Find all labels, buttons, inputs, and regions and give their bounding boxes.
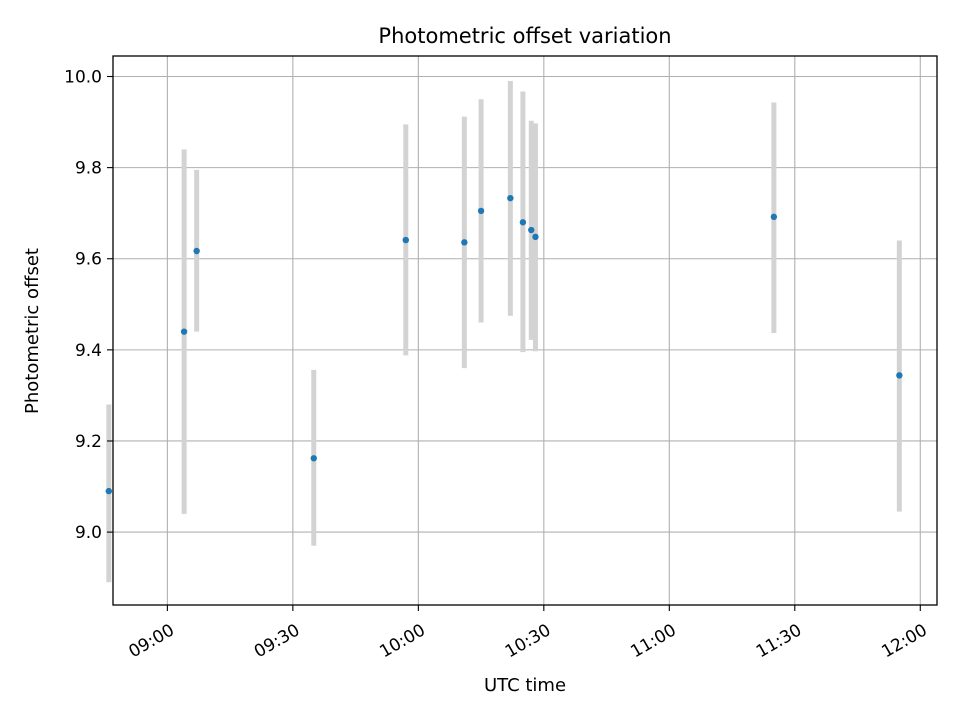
y-axis-label: Photometric offset: [22, 248, 43, 414]
data-point: [519, 219, 527, 226]
data-point: [507, 194, 514, 202]
y-tick-label: 10.0: [64, 68, 102, 88]
data-point: [532, 233, 539, 241]
plot-frame: [112, 55, 938, 606]
data-point: [193, 247, 200, 255]
data-point: [477, 207, 485, 215]
data-point: [770, 213, 778, 221]
chart-title: Photometric offset variation: [378, 24, 671, 48]
y-tick-label: 9.8: [75, 159, 102, 179]
y-tick-label: 9.2: [75, 432, 102, 452]
data-point: [461, 239, 468, 246]
x-axis-label: UTC time: [484, 675, 566, 696]
y-tick-label: 9.4: [75, 341, 102, 361]
data-point: [105, 487, 113, 495]
data-point: [402, 236, 409, 244]
data-point: [180, 328, 188, 335]
data-point: [896, 372, 903, 379]
data-point: [310, 455, 317, 462]
y-tick-label: 9.6: [75, 250, 102, 270]
data-point: [528, 226, 535, 234]
data-points: [105, 194, 903, 495]
y-tick-label: 9.0: [75, 523, 102, 543]
